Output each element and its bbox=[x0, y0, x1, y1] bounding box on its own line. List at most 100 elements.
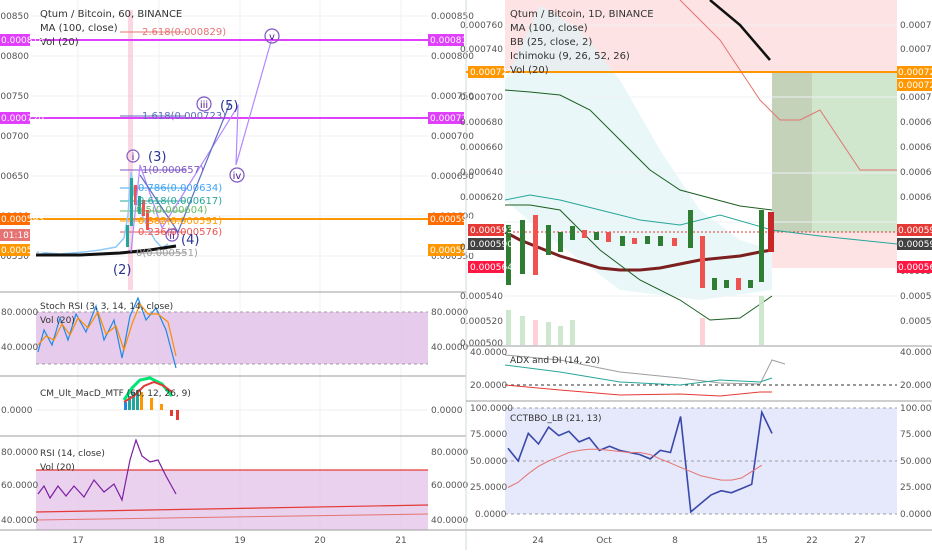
svg-text:40.0000: 40.0000 bbox=[431, 516, 468, 526]
svg-text:40.0000: 40.0000 bbox=[431, 343, 468, 353]
left-chart: 2.618(0.000829) 1.618(0.000723) 1(0.0006… bbox=[0, 0, 474, 546]
left-legend-ma: MA (100, close) bbox=[40, 23, 118, 34]
badge-time: 01:18 bbox=[3, 231, 29, 241]
stoch-axis: 80.0000 80.0000 40.0000 40.0000 bbox=[1, 308, 468, 353]
stoch-title: Stoch RSI (3, 3, 14, 14, close) bbox=[40, 302, 173, 312]
ichi-red bbox=[679, 0, 897, 171]
daily-candles bbox=[506, 210, 774, 290]
svg-text:0.000540: 0.000540 bbox=[900, 292, 932, 302]
svg-text:0.000850: 0.000850 bbox=[0, 12, 29, 22]
badge-722-right: 0.000722 bbox=[898, 68, 932, 78]
svg-text:80.0000: 80.0000 bbox=[431, 308, 468, 318]
wave-label-i: i bbox=[132, 152, 135, 163]
svg-text:0.000740: 0.000740 bbox=[460, 45, 503, 55]
right-legend-symbol: Qtum / Bitcoin, 1D, BINANCE bbox=[510, 9, 654, 20]
badge-590-right: 0.000590 bbox=[898, 240, 932, 250]
badge-593-left: 0.000593 bbox=[1, 215, 44, 225]
svg-text:0.0000: 0.0000 bbox=[900, 510, 932, 520]
badge-590-left: 0.000590 bbox=[470, 240, 513, 250]
cci-axis: 100.0000 100.0000 75.0000 75.0000 50.0000 5… bbox=[470, 404, 932, 520]
svg-text:0.000620: 0.000620 bbox=[460, 193, 503, 203]
svg-text:0.000680: 0.000680 bbox=[460, 118, 503, 128]
wave-label-ii: ii bbox=[169, 231, 175, 242]
wave-circles bbox=[126, 28, 280, 242]
svg-text:80.0000: 80.0000 bbox=[1, 448, 38, 458]
svg-text:0.000750: 0.000750 bbox=[0, 92, 29, 102]
left-legend: Qtum / Bitcoin, 60, BINANCE MA (100, clo… bbox=[40, 9, 182, 48]
cci-signal-line bbox=[507, 448, 763, 488]
badge-564-left: 0.000564 bbox=[470, 263, 513, 273]
badge-593-right: 0.000593 bbox=[430, 215, 473, 225]
svg-text:50.0000: 50.0000 bbox=[900, 457, 932, 467]
svg-text:8: 8 bbox=[672, 536, 678, 546]
right-legend: Qtum / Bitcoin, 1D, BINANCE MA (100, clo… bbox=[510, 9, 654, 76]
svg-text:0.000550: 0.000550 bbox=[0, 252, 29, 262]
svg-text:0.000760: 0.000760 bbox=[460, 21, 503, 31]
svg-text:25.0000: 25.0000 bbox=[900, 483, 932, 493]
left-price-badges: 0.000818 0.000818 0.000720 0.000720 0.00… bbox=[0, 34, 473, 256]
badge-593r-left: 0.000593 bbox=[470, 226, 513, 236]
rsi-vol: Vol (20) bbox=[40, 463, 75, 473]
left-legend-vol: Vol (20) bbox=[40, 37, 79, 48]
roman-label-group: i ii iii iv v bbox=[132, 32, 275, 242]
wave-label-3: (3) bbox=[148, 150, 166, 165]
svg-text:25.0000: 25.0000 bbox=[470, 483, 507, 493]
svg-text:0.000620: 0.000620 bbox=[900, 193, 932, 203]
wave-lines bbox=[130, 37, 273, 253]
macd-title: CM_Ult_MacD_MTF (60, 12, 26, 9) bbox=[40, 389, 191, 399]
svg-text:0.000640: 0.000640 bbox=[460, 168, 503, 178]
svg-text:75.0000: 75.0000 bbox=[470, 430, 507, 440]
svg-text:0.000700: 0.000700 bbox=[431, 132, 474, 142]
adx-title: ADX and DI (14, 20) bbox=[510, 356, 600, 366]
wave-label-v: v bbox=[269, 32, 275, 43]
rsi-labels: RSI (14, close) Vol (20) bbox=[40, 449, 105, 473]
fib-label-05: 0.5(0.000604) bbox=[136, 205, 208, 216]
svg-text:17: 17 bbox=[72, 536, 83, 546]
candles bbox=[126, 178, 149, 247]
svg-text:40.0000: 40.0000 bbox=[1, 516, 38, 526]
bb-upper bbox=[504, 89, 773, 211]
macd-histogram bbox=[124, 390, 179, 420]
right-legend-ichimoku: Ichimoku (9, 26, 52, 26) bbox=[510, 51, 630, 62]
svg-text:100.0000: 100.0000 bbox=[470, 404, 513, 414]
svg-text:27: 27 bbox=[854, 536, 865, 546]
cci-main-line bbox=[507, 409, 773, 514]
badge-592-left: 0.000592 bbox=[1, 246, 44, 256]
svg-text:19: 19 bbox=[234, 536, 246, 546]
price-line bbox=[35, 171, 169, 255]
right-legend-ma: MA (100, close) bbox=[510, 23, 588, 34]
svg-text:21: 21 bbox=[395, 536, 406, 546]
svg-text:0.000650: 0.000650 bbox=[0, 172, 29, 182]
svg-text:20: 20 bbox=[314, 536, 326, 546]
badge-592-right: 0.000592 bbox=[430, 246, 473, 256]
svg-text:50.0000: 50.0000 bbox=[470, 457, 507, 467]
right-grid bbox=[505, 24, 897, 297]
rsi-line bbox=[37, 438, 177, 502]
left-time-axis: 17 18 19 20 21 bbox=[72, 536, 406, 546]
svg-text:0.000760: 0.000760 bbox=[900, 21, 932, 31]
bb-mid bbox=[504, 194, 898, 245]
svg-text:0.000700: 0.000700 bbox=[460, 93, 503, 103]
fib-label-1618: 1.618(0.000723) bbox=[142, 111, 226, 122]
svg-text:Oct: Oct bbox=[596, 536, 612, 546]
svg-text:0.000650: 0.000650 bbox=[431, 172, 474, 182]
svg-text:0.000850: 0.000850 bbox=[431, 12, 474, 22]
svg-text:40.0000: 40.0000 bbox=[900, 348, 932, 358]
svg-text:80.0000: 80.0000 bbox=[1, 308, 38, 318]
fib-label-0618: 0.618(0.000617) bbox=[138, 196, 222, 207]
left-grid bbox=[30, 0, 428, 530]
badge-564-right: 0.000564 bbox=[898, 263, 932, 273]
badge-720-left: 0.000720 bbox=[1, 114, 44, 124]
svg-text:60.0000: 60.0000 bbox=[431, 481, 468, 491]
right-price-badges: 0.000722 0.000722 0.000721 0.000593 0.00… bbox=[468, 66, 932, 273]
badge-593r-right: 0.000593 bbox=[898, 226, 932, 236]
long-position-box bbox=[772, 72, 897, 232]
wave-label-5: (5) bbox=[220, 99, 238, 114]
fib-label-0382: 0.382(0.000591) bbox=[138, 216, 222, 227]
stoch-band bbox=[36, 312, 428, 364]
di-plus bbox=[504, 364, 773, 386]
svg-text:0.000750: 0.000750 bbox=[431, 92, 474, 102]
svg-text:75.0000: 75.0000 bbox=[900, 430, 932, 440]
svg-text:22: 22 bbox=[806, 536, 817, 546]
